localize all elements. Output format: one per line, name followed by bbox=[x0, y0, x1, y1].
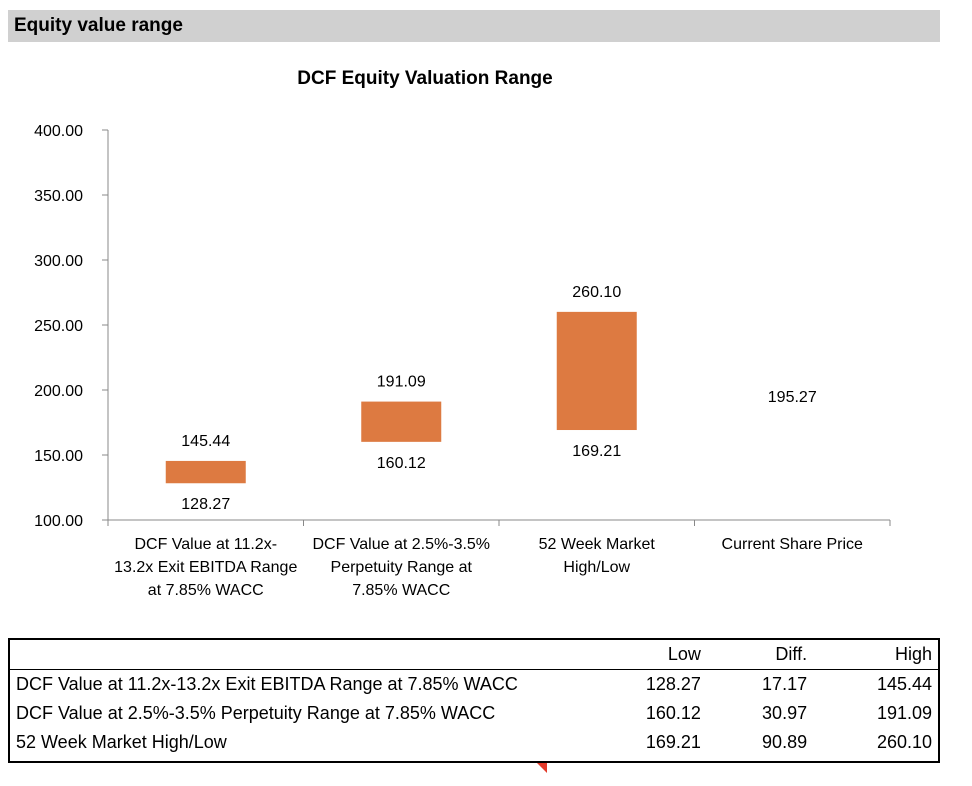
range-bar bbox=[361, 401, 442, 442]
range-bar bbox=[165, 460, 246, 484]
low-value-label: 169.21 bbox=[572, 443, 621, 460]
category-label-line: DCF Value at 2.5%-3.5% bbox=[312, 536, 491, 553]
table-header-label bbox=[10, 640, 582, 670]
row-low: 169.21 bbox=[645, 732, 701, 752]
cell-comment-marker bbox=[537, 763, 547, 773]
table-row: DCF Value at 2.5%-3.5% Perpetuity Range … bbox=[10, 699, 938, 728]
category-label-line: 7.85% WACC bbox=[352, 582, 451, 599]
valuation-chart: 100.00 150.00 200.00 250.00 300.00 350.00 400.… bbox=[34, 123, 891, 530]
row-label: DCF Value at 2.5%-3.5% Perpetuity Range … bbox=[16, 703, 496, 723]
row-high: 191.09 bbox=[876, 703, 932, 723]
summary-table: Low Diff. High DCF Value at 11.2x-13.2x … bbox=[8, 638, 940, 763]
table-header-diff: Diff. bbox=[775, 644, 808, 664]
category-label: DCF Value at 2.5%-3.5% Perpetuity Range a… bbox=[301, 533, 501, 602]
category-label: 52 Week Market High/Low bbox=[497, 533, 697, 579]
category-label-line: High/Low bbox=[563, 559, 631, 576]
y-tick-label: 100.00 bbox=[34, 513, 83, 530]
y-tick-label: 350.00 bbox=[34, 188, 83, 205]
row-high: 260.10 bbox=[876, 732, 932, 752]
row-diff: 90.89 bbox=[762, 732, 808, 752]
y-tick-label: 400.00 bbox=[34, 123, 83, 140]
low-value-label: 160.12 bbox=[377, 455, 426, 472]
category-label-line: 52 Week Market bbox=[538, 536, 655, 553]
chart-title: DCF Equity Valuation Range bbox=[297, 68, 553, 89]
category-label-line: Perpetuity Range at bbox=[330, 559, 472, 576]
category-label-line: DCF Value at 11.2x- bbox=[134, 536, 278, 553]
category-label-line: at 7.85% WACC bbox=[147, 582, 264, 599]
category-label-line: 13.2x Exit EBITDA Range bbox=[114, 559, 298, 576]
y-tick-label: 150.00 bbox=[34, 448, 83, 465]
current-price-label: 195.27 bbox=[768, 389, 817, 406]
category-label-line: Current Share Price bbox=[721, 536, 863, 553]
table-header-row: Low Diff. High bbox=[10, 640, 938, 670]
table-header-low: Low bbox=[667, 644, 701, 664]
y-tick-label: 200.00 bbox=[34, 383, 83, 400]
high-value-label: 191.09 bbox=[377, 374, 426, 391]
category-label: DCF Value at 11.2x- 13.2x Exit EBITDA Ran… bbox=[106, 533, 306, 602]
y-tick-label: 300.00 bbox=[34, 253, 83, 270]
section-header: Equity value range bbox=[8, 10, 940, 42]
row-diff: 30.97 bbox=[762, 703, 808, 723]
y-tick-label: 250.00 bbox=[34, 318, 83, 335]
category-label: Current Share Price bbox=[692, 533, 892, 556]
table-row: 52 Week Market High/Low 169.21 90.89 260… bbox=[10, 728, 938, 757]
row-label: 52 Week Market High/Low bbox=[16, 732, 227, 752]
row-high: 145.44 bbox=[876, 674, 932, 694]
table-header-high: High bbox=[894, 644, 932, 664]
range-bar bbox=[556, 311, 637, 431]
row-diff: 17.17 bbox=[762, 674, 808, 694]
row-low: 128.27 bbox=[645, 674, 701, 694]
row-low: 160.12 bbox=[645, 703, 701, 723]
high-value-label: 260.10 bbox=[572, 284, 621, 301]
table-row: DCF Value at 11.2x-13.2x Exit EBITDA Ran… bbox=[10, 670, 938, 700]
high-value-label: 145.44 bbox=[181, 433, 230, 450]
row-label: DCF Value at 11.2x-13.2x Exit EBITDA Ran… bbox=[16, 674, 518, 694]
low-value-label: 128.27 bbox=[181, 496, 230, 513]
